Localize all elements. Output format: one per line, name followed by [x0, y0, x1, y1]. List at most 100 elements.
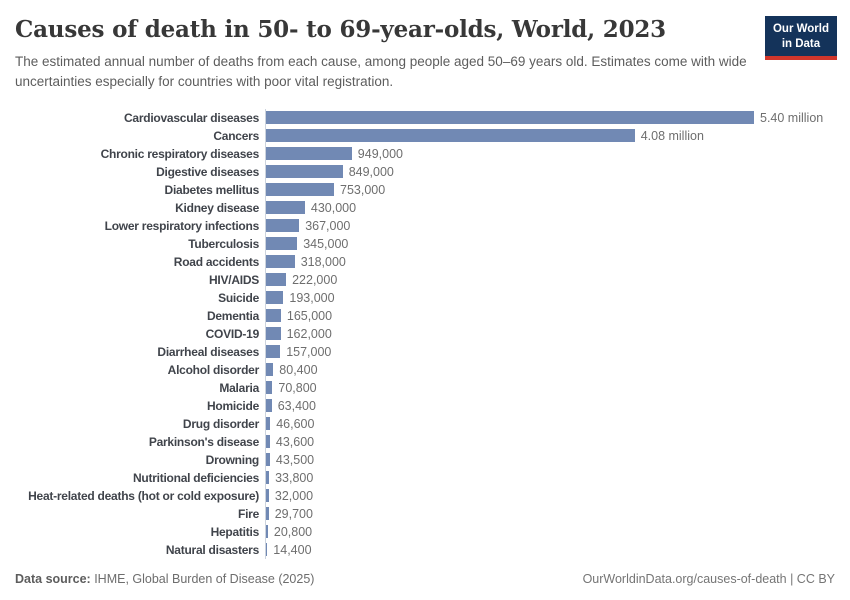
- chart-row: Diarrheal diseases 157,000: [13, 342, 850, 361]
- bar-cell: 43,500: [265, 450, 850, 469]
- value-label: 32,000: [274, 488, 314, 503]
- chart-row: Hepatitis 20,800: [13, 522, 850, 541]
- chart-row: Cancers 4.08 million: [13, 126, 850, 145]
- category-label: Cancers: [213, 128, 259, 143]
- bar: [266, 219, 300, 232]
- data-source: Data source: IHME, Global Burden of Dise…: [15, 572, 314, 586]
- bar: [266, 399, 272, 412]
- category-label: Parkinson's disease: [148, 434, 259, 449]
- bar: [266, 345, 281, 358]
- bar: [266, 543, 268, 556]
- value-label: 20,800: [273, 524, 313, 539]
- bar: [266, 435, 270, 448]
- value-label: 193,000: [289, 290, 335, 305]
- category-label: Digestive diseases: [156, 164, 259, 179]
- chart-footer: Data source: IHME, Global Burden of Dise…: [15, 572, 835, 586]
- value-label: 222,000: [292, 272, 338, 287]
- bar-cell: 43,600: [265, 432, 850, 451]
- bar-cell: 162,000: [265, 324, 850, 343]
- chart-row: Tuberculosis 345,000: [13, 234, 850, 253]
- owid-logo-line2: in Data: [781, 37, 821, 50]
- chart-row: Drowning 43,500: [13, 450, 850, 469]
- value-label: 46,600: [276, 416, 315, 431]
- category-label: Diabetes mellitus: [164, 182, 260, 197]
- bar-cell: 5.40 million: [265, 108, 850, 127]
- bar-cell: 14,400: [265, 540, 850, 559]
- bar: [266, 291, 284, 304]
- chart-row: COVID-19 162,000: [13, 324, 850, 343]
- bar: [266, 363, 274, 376]
- value-label: 80,400: [279, 362, 318, 377]
- category-label: Malaria: [219, 380, 259, 395]
- owid-logo[interactable]: Our World in Data: [764, 16, 837, 60]
- chart-row: Chronic respiratory diseases 949,000: [13, 144, 850, 163]
- bar: [266, 489, 269, 502]
- category-label: Tuberculosis: [188, 236, 259, 251]
- value-label: 4.08 million: [640, 128, 704, 143]
- bar: [266, 381, 273, 394]
- bar: [266, 255, 295, 268]
- bar: [266, 147, 352, 160]
- category-label: Dementia: [206, 308, 259, 323]
- bar-cell: 63,400: [265, 396, 850, 415]
- bar-cell: 222,000: [265, 270, 850, 289]
- value-label: 5.40 million: [760, 110, 824, 125]
- value-label: 345,000: [303, 236, 349, 251]
- bar: [266, 453, 270, 466]
- category-label: Fire: [237, 506, 259, 521]
- bar-cell: 849,000: [265, 162, 850, 181]
- bar: [266, 309, 281, 322]
- value-label: 162,000: [286, 326, 332, 341]
- value-label: 753,000: [340, 182, 386, 197]
- bar: [266, 507, 269, 520]
- bar-cell: 430,000: [265, 198, 850, 217]
- chart-row: Alcohol disorder 80,400: [13, 360, 850, 379]
- bar-cell: 20,800: [265, 522, 850, 541]
- bar-cell: 753,000: [265, 180, 850, 199]
- chart-row: Fire 29,700: [13, 504, 850, 523]
- bar: [266, 273, 287, 286]
- citation-link[interactable]: OurWorldinData.org/causes-of-death | CC …: [582, 572, 835, 586]
- chart-row: Drug disorder 46,600: [13, 414, 850, 433]
- value-label: 318,000: [300, 254, 346, 269]
- category-label: Natural disasters: [165, 542, 259, 557]
- chart-row: Parkinson's disease 43,600: [13, 432, 850, 451]
- chart-row: Road accidents 318,000: [13, 252, 850, 271]
- category-label: Diarrheal diseases: [157, 344, 259, 359]
- bar: [266, 327, 281, 340]
- bar-cell: 33,800: [265, 468, 850, 487]
- chart-row: HIV/AIDS 222,000: [13, 270, 850, 289]
- bar-cell: 193,000: [265, 288, 850, 307]
- data-source-label: Data source:: [15, 572, 91, 586]
- category-label: Cardiovascular diseases: [124, 110, 259, 125]
- chart-row: Cardiovascular diseases 5.40 million: [13, 108, 850, 127]
- bar-cell: 46,600: [265, 414, 850, 433]
- category-label: HIV/AIDS: [208, 272, 259, 287]
- category-label: Hepatitis: [210, 524, 260, 539]
- category-label: Nutritional deficiencies: [132, 470, 259, 485]
- bar-cell: 4.08 million: [265, 126, 850, 145]
- value-label: 43,500: [275, 452, 315, 467]
- category-label: Alcohol disorder: [167, 362, 260, 377]
- category-label: COVID-19: [205, 326, 260, 341]
- chart-subtitle: The estimated annual number of deaths fr…: [15, 54, 747, 90]
- value-label: 43,600: [275, 434, 315, 449]
- chart-row: Homicide 63,400: [13, 396, 850, 415]
- chart-row: Nutritional deficiencies 33,800: [13, 468, 850, 487]
- bar: [266, 525, 268, 538]
- bar: [266, 417, 271, 430]
- chart-row: Lower respiratory infections 367,000: [13, 216, 850, 235]
- data-source-text: IHME, Global Burden of Disease (2025): [90, 572, 315, 586]
- owid-logo-line1: Our World: [772, 23, 829, 35]
- bar-cell: 367,000: [265, 216, 850, 235]
- bar-cell: 345,000: [265, 234, 850, 253]
- value-label: 29,700: [274, 506, 313, 521]
- bar: [266, 201, 305, 214]
- page-title: Causes of death in 50- to 69-year-olds, …: [15, 16, 666, 43]
- category-label: Suicide: [218, 290, 259, 305]
- value-label: 33,800: [275, 470, 314, 485]
- category-label: Drug disorder: [182, 416, 259, 431]
- bar-cell: 157,000: [265, 342, 850, 361]
- value-label: 157,000: [286, 344, 332, 359]
